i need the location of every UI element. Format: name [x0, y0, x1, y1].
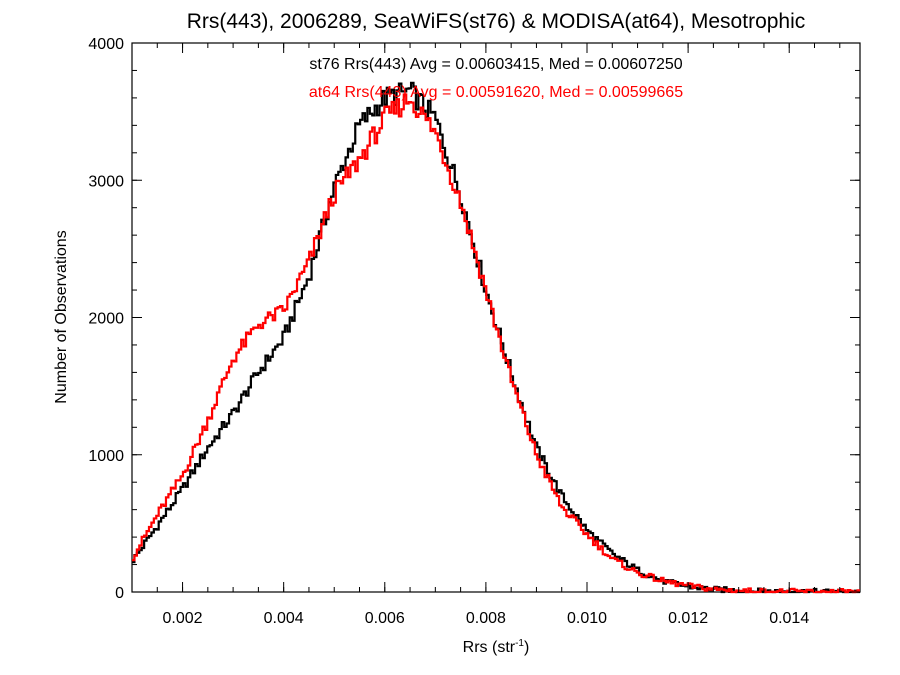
y-tick-label: 0: [115, 585, 124, 602]
y-tick-label: 4000: [88, 36, 124, 53]
x-tick-label: 0.012: [668, 610, 708, 627]
ticks-layer: 0.002 0.004 0.006 0.008 0.010 0.012 0.014 0 1000…: [88, 36, 860, 627]
y-axis-label: Number of Observations: [53, 230, 70, 403]
x-axis-label: Rrs (str-1): [463, 638, 530, 656]
x-tick-label: 0.014: [769, 610, 809, 627]
x-tick-label: 0.002: [163, 610, 203, 627]
plot-frame: [131, 42, 861, 593]
y-tick-label: 1000: [88, 448, 124, 465]
x-axis-label-close: ): [524, 639, 529, 656]
histogram-series-0: [132, 81, 860, 594]
legend-entry-st76: st76 Rrs(443) Avg = 0.00603415, Med = 0.…: [309, 56, 682, 73]
x-tick-label: 0.008: [466, 610, 506, 627]
histogram-series-1: [132, 93, 860, 594]
chart-title: Rrs(443), 2006289, SeaWiFS(st76) & MODIS…: [187, 10, 806, 33]
x-axis-label-sup: -1: [515, 638, 524, 649]
series-layer: [132, 81, 860, 594]
x-tick-label: 0.004: [264, 610, 304, 627]
x-axis-label-main: Rrs (str: [463, 639, 516, 656]
x-tick-label: 0.006: [365, 610, 405, 627]
x-tick-label: 0.010: [567, 610, 607, 627]
plot-area: 0.002 0.004 0.006 0.008 0.010 0.012 0.014 0 1000…: [88, 36, 861, 627]
legend-entry-at64: at64 Rrs(443) Avg = 0.00591620, Med = 0.…: [309, 84, 683, 101]
y-tick-label: 2000: [88, 311, 124, 328]
y-tick-label: 3000: [88, 173, 124, 190]
